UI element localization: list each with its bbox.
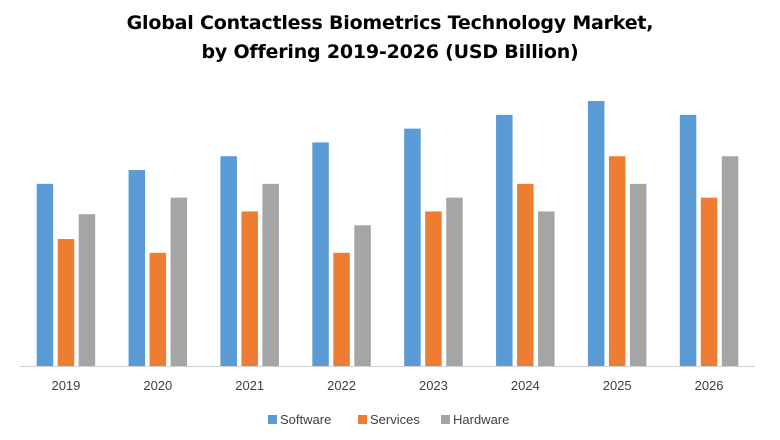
x-tick-label: 2025 — [603, 378, 632, 393]
chart-title-line-2: by Offering 2019-2026 (USD Billion) — [201, 41, 579, 63]
bar-hardware-2021 — [262, 183, 279, 366]
legend-item-services: Services — [358, 412, 420, 427]
x-tick-label: 2026 — [695, 378, 724, 393]
bar-services-2026 — [700, 197, 718, 366]
x-tick-label: 2023 — [419, 378, 448, 393]
bar-services-2022 — [333, 252, 350, 366]
bar-software-2022 — [312, 142, 329, 366]
legend-item-software: Software — [268, 412, 331, 427]
bar-hardware-2023 — [446, 197, 463, 366]
legend-swatch — [441, 415, 450, 424]
bar-software-2026 — [679, 114, 697, 366]
x-tick-label: 2020 — [143, 378, 172, 393]
legend-label: Software — [280, 412, 331, 427]
bar-software-2023 — [404, 128, 421, 366]
legend-swatch — [268, 415, 277, 424]
x-tick-label: 2022 — [327, 378, 356, 393]
bar-services-2019 — [57, 239, 75, 366]
legend-swatch — [358, 415, 367, 424]
bar-software-2021 — [220, 156, 237, 366]
bar-hardware-2019 — [78, 214, 96, 366]
legend-label: Hardware — [453, 412, 509, 427]
bar-hardware-2024 — [538, 211, 555, 366]
legend-item-hardware: Hardware — [441, 412, 509, 427]
bar-hardware-2022 — [354, 225, 371, 366]
bar-software-2019 — [36, 183, 54, 366]
bar-hardware-2026 — [721, 156, 739, 366]
bar-services-2023 — [425, 211, 442, 366]
bar-services-2025 — [608, 156, 626, 366]
bar-software-2024 — [496, 114, 513, 366]
chart-title-line-1: Global Contactless Biometrics Technology… — [126, 12, 654, 34]
x-tick-label: 2019 — [51, 378, 80, 393]
bar-services-2021 — [241, 211, 258, 366]
bar-software-2020 — [128, 170, 146, 366]
bar-software-2025 — [587, 101, 605, 366]
bar-services-2024 — [517, 183, 534, 366]
legend-label: Services — [370, 412, 420, 427]
x-tick-label: 2021 — [235, 378, 264, 393]
x-tick-label: 2024 — [511, 378, 540, 393]
bar-hardware-2020 — [170, 197, 188, 366]
bar-hardware-2025 — [629, 183, 647, 366]
bar-services-2020 — [149, 252, 167, 366]
